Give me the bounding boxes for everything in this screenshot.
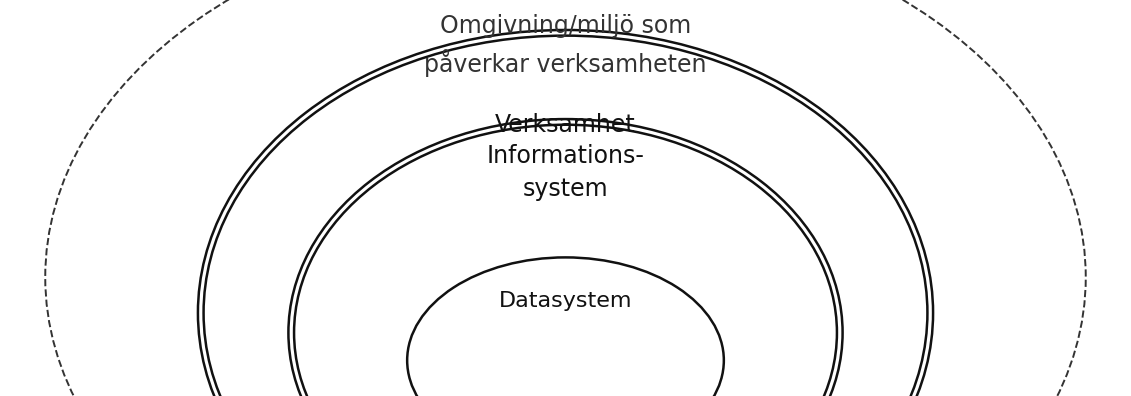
Text: Verksamhet: Verksamhet [495, 113, 636, 137]
Text: Omgivning/miljö som
påverkar verksamheten: Omgivning/miljö som påverkar verksamhete… [424, 14, 707, 77]
Text: Datasystem: Datasystem [499, 291, 632, 311]
Text: Informations-
system: Informations- system [486, 143, 645, 201]
